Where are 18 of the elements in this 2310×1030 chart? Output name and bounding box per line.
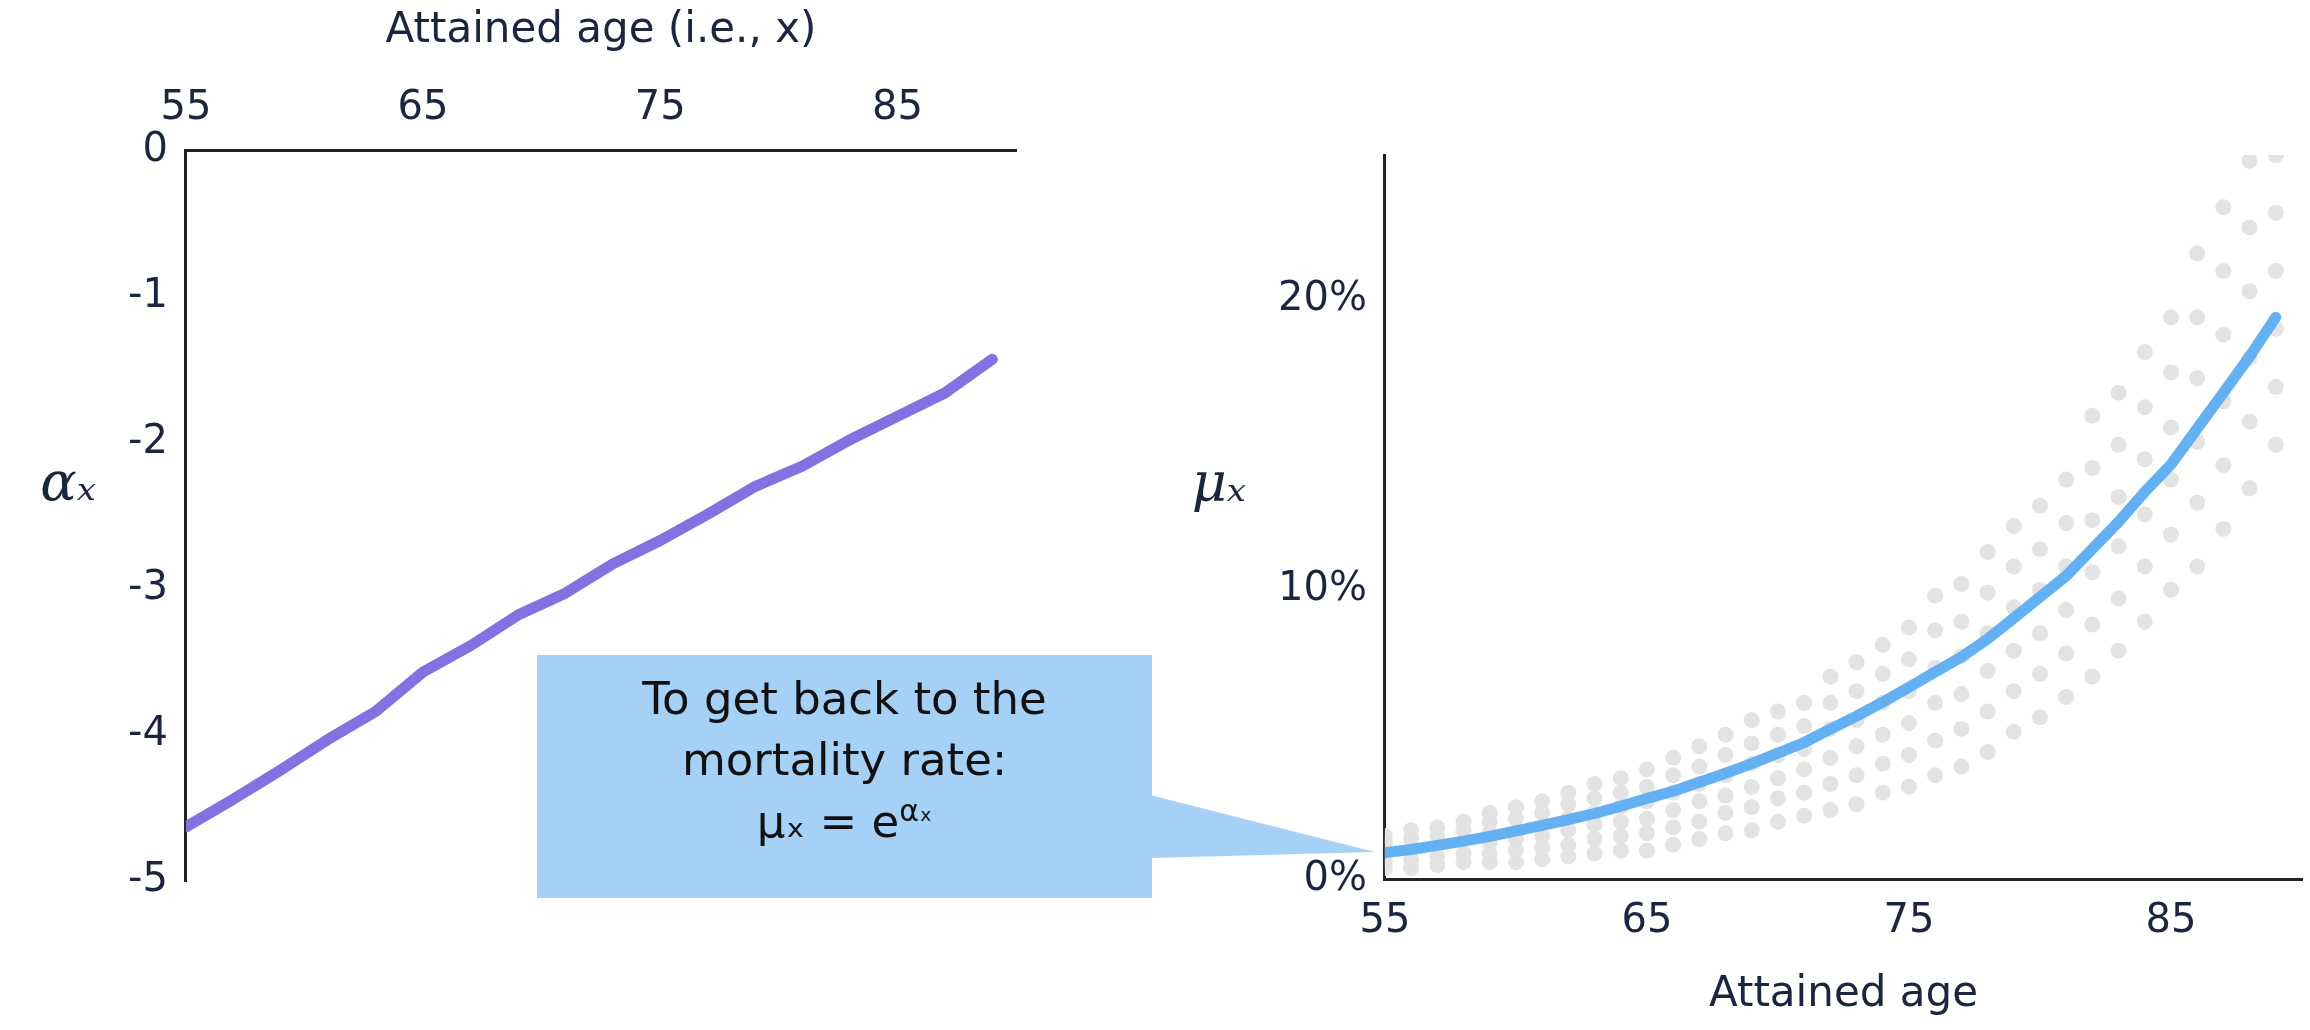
- y-axis-title: αₓ: [40, 449, 96, 513]
- annotation: To get back to the mortality rate: μₓ = e$^{αₓ}$: [641, 671, 1048, 850]
- x-tick-label: 85: [2145, 894, 2197, 941]
- y-tick-label: 10%: [1278, 563, 1367, 610]
- y-tick-label: -2: [127, 416, 168, 463]
- x-axis-title: Attained age (i.e., x): [385, 3, 817, 53]
- x-tick-label: 65: [1621, 894, 1673, 941]
- x-tick-label: 75: [634, 81, 686, 128]
- x-axis-title: Attained age: [1708, 966, 1978, 1016]
- x-tick-label: 65: [397, 81, 449, 128]
- y-tick-label: -4: [127, 708, 168, 755]
- y-tick-label: -5: [127, 854, 168, 901]
- y-tick-label: 20%: [1278, 273, 1367, 320]
- y-tick-label: -3: [127, 562, 168, 609]
- y-axis-title: μₓ: [1191, 451, 1246, 515]
- y-tick-label: -1: [127, 269, 168, 316]
- x-tick-label: 85: [871, 81, 923, 128]
- x-tick-label: 75: [1883, 894, 1935, 941]
